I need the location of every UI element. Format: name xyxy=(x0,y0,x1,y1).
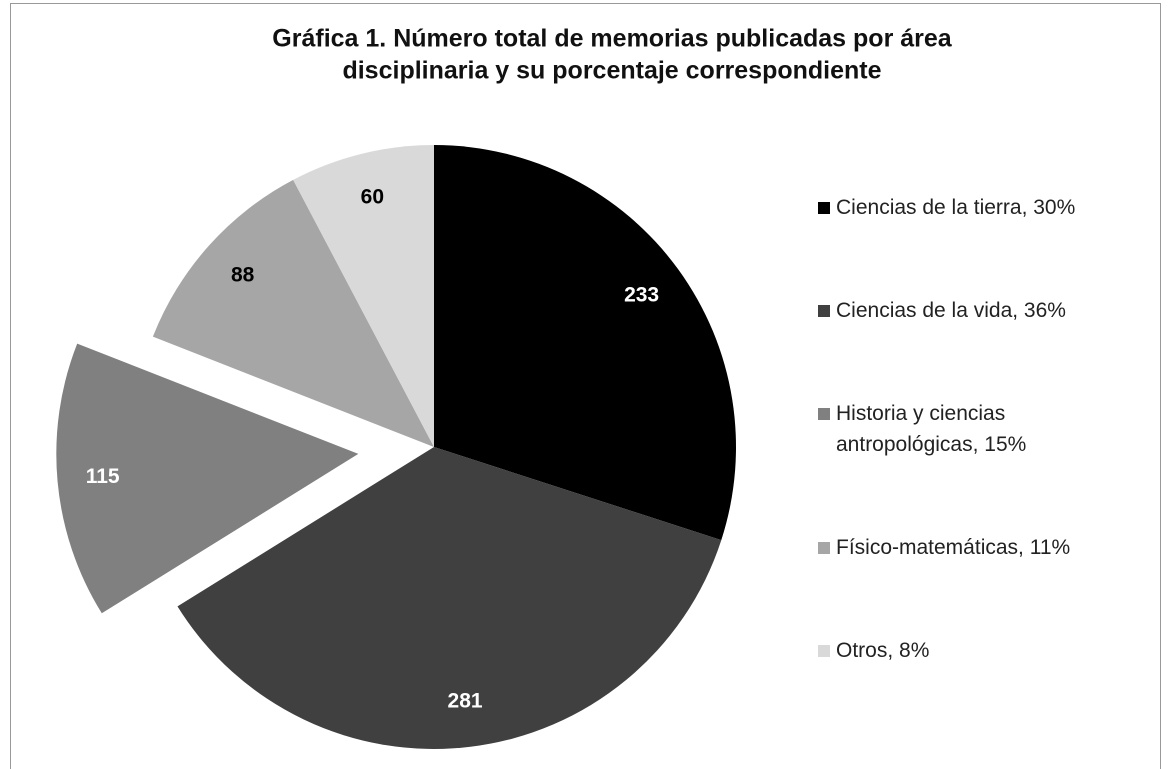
data-label: 281 xyxy=(448,689,483,712)
data-label: 60 xyxy=(361,185,384,208)
chart-title: disciplinaria y su porcentaje correspond… xyxy=(342,57,881,85)
data-label: 233 xyxy=(624,284,659,307)
legend-label: Historia y ciencias antropológicas, 15% xyxy=(836,402,1027,456)
legend-item: Ciencias de la vida, 36% xyxy=(818,295,1148,326)
pie-slice xyxy=(293,145,434,447)
legend-swatch xyxy=(818,202,830,214)
data-label: 115 xyxy=(86,465,120,488)
legend-label: Otros, 8% xyxy=(836,639,930,662)
data-label: 88 xyxy=(231,263,255,286)
chart-border xyxy=(10,3,1161,769)
legend-label: Físico-matemáticas, 11% xyxy=(836,536,1071,559)
pie-slice xyxy=(434,145,736,541)
legend-item: Ciencias de la tierra, 30% xyxy=(818,192,1148,223)
legend-item: Historia y ciencias antropológicas, 15% xyxy=(818,398,1148,460)
chart-title: Gráfica 1. Número total de memorias publ… xyxy=(272,25,952,53)
legend-label: Ciencias de la tierra, 30% xyxy=(836,196,1076,219)
pie-slice xyxy=(177,447,722,749)
pie-slice xyxy=(152,179,434,447)
legend-swatch xyxy=(818,645,830,657)
legend-item: Otros, 8% xyxy=(818,635,1148,666)
legend-swatch xyxy=(818,542,830,554)
legend: Ciencias de la tierra, 30% Ciencias de la… xyxy=(818,192,1148,666)
legend-item: Físico-matemáticas, 11% xyxy=(818,532,1148,563)
pie-slice xyxy=(56,343,359,614)
legend-swatch xyxy=(818,408,830,420)
legend-swatch xyxy=(818,305,830,317)
legend-label: Ciencias de la vida, 36% xyxy=(836,299,1066,322)
